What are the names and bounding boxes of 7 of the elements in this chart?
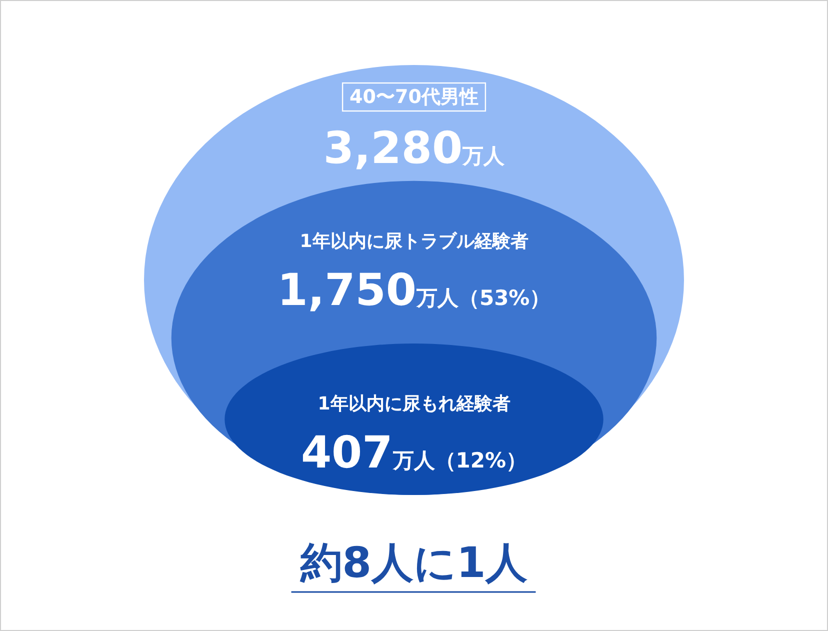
data-label: 3,280万人 (323, 123, 506, 174)
data-label: 1,750万人（53%） (277, 264, 551, 316)
data-label: 407万人（12%） (300, 428, 528, 479)
text: 約8人に1人 (299, 538, 528, 587)
category-label: 1年以内に尿トラブル経験者 (300, 230, 528, 252)
category-label: 1年以内に尿もれ経験者 (318, 394, 510, 415)
category-label: 40〜70代男性 (350, 86, 478, 108)
